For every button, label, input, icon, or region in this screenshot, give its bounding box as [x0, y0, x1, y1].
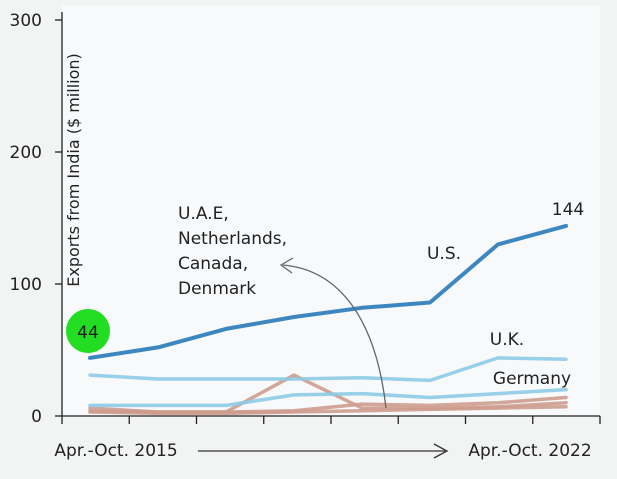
x-end-label: Apr.-Oct. 2022	[468, 441, 591, 461]
y-tick-label: 200	[10, 143, 42, 163]
series-label-us: U.S.	[427, 244, 461, 264]
labels: 44 144 U.S. U.K. Germany U.A.E, Netherlands, Ca…	[66, 200, 584, 409]
annotation-arrow	[282, 264, 387, 409]
x-start-label: Apr.-Oct. 2015	[54, 441, 177, 461]
start-value-badge	[66, 309, 110, 353]
series-line-germany	[88, 387, 568, 408]
end-value-label: 144	[552, 200, 584, 220]
y-tick-label: 300	[10, 11, 42, 31]
axes: 0 100 200 300	[10, 5, 601, 427]
series-layer	[88, 223, 568, 416]
series-label-uk: U.K.	[490, 330, 524, 350]
y-axis-label: Exports from India ($ million)	[64, 53, 83, 287]
series-line-us	[88, 223, 568, 360]
start-value-text: 44	[77, 323, 99, 343]
group-annotation-line: U.A.E,	[178, 204, 229, 224]
group-annotation-line: Denmark	[178, 279, 256, 299]
y-tick-label: 0	[31, 407, 42, 427]
plot-area	[62, 5, 600, 416]
y-tick-label: 100	[10, 275, 42, 295]
series-line-3	[88, 373, 568, 414]
series-line-uk	[88, 356, 568, 383]
x-arrow	[198, 443, 449, 459]
annotation-arrowhead	[279, 257, 294, 274]
group-annotation-line: Netherlands,	[178, 229, 287, 249]
group-annotation-line: Canada,	[178, 254, 248, 274]
series-label-germany: Germany	[493, 369, 571, 389]
